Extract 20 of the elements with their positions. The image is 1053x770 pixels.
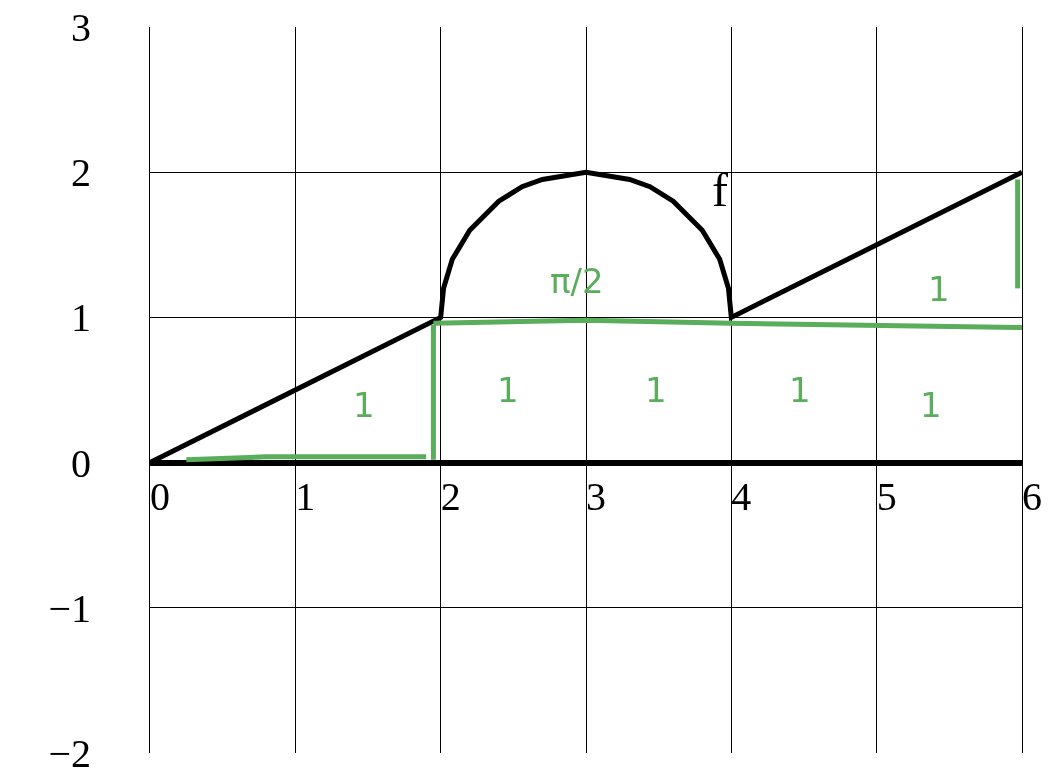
series-label: f xyxy=(712,163,728,216)
x-tick-label: 1 xyxy=(295,473,316,519)
y-tick-label: 3 xyxy=(71,5,91,50)
annotation: 1 xyxy=(353,385,375,425)
x-tick-label: 2 xyxy=(440,473,461,519)
y-tick-label: 1 xyxy=(71,295,91,341)
x-tick-label: 0 xyxy=(150,473,170,519)
annotation: 1 xyxy=(497,370,519,410)
x-tick-label: 6 xyxy=(1022,473,1042,519)
x-tick-label: 4 xyxy=(731,473,752,519)
x-tick-label: 5 xyxy=(876,473,897,519)
annotation: 1 xyxy=(920,385,942,425)
x-tick-label: 3 xyxy=(586,473,606,519)
y-tick-label: 0 xyxy=(71,440,91,486)
y-tick-label: −2 xyxy=(48,731,91,770)
y-tick-label: −1 xyxy=(48,585,91,631)
annotation: 1 xyxy=(645,370,667,410)
y-tick-label: 2 xyxy=(71,150,91,196)
annotation: 1 xyxy=(928,269,950,309)
annotation: 1 xyxy=(789,370,811,410)
